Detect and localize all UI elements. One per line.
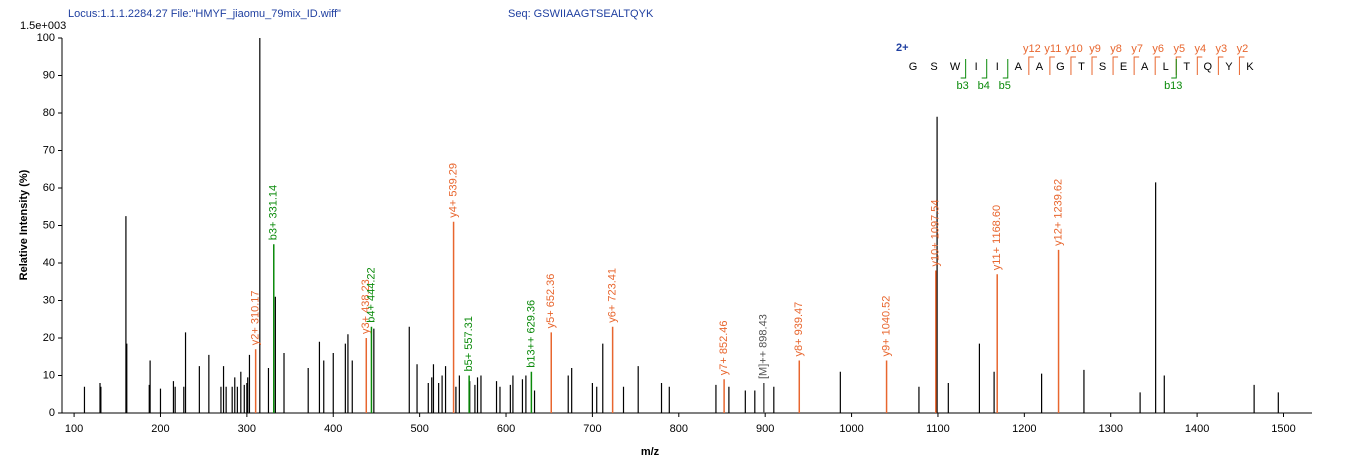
x-tick-label: 1400 [1185,423,1209,435]
y-ion-bracket [1133,56,1140,75]
peak-label: [M]++ 898.43 [758,314,770,379]
peak-label: b4+ 444.22 [365,267,377,322]
y-tick-label: 30 [43,294,55,306]
y-ion-label: y4 [1194,43,1206,55]
y-tick-label: 40 [43,257,55,269]
y-ion-bracket [1175,56,1182,75]
residue: W [950,61,961,73]
y-ion-label: y12 [1023,43,1041,55]
y-ion-label: y8 [1110,43,1122,55]
x-tick-label: 500 [410,423,428,435]
residue: I [996,61,999,73]
y-ion-label: y6 [1152,43,1164,55]
b-ion-bracket [1171,59,1177,79]
x-axis-label: m/z [641,446,660,458]
residue: E [1120,61,1127,73]
y-tick-label: 90 [43,69,55,81]
b-ion-label: b5 [999,80,1011,92]
b-ion-label: b3 [957,80,969,92]
y-tick-label: 70 [43,144,55,156]
chart-title: Locus:1.1.1.2284.27 File:"HMYF_jiaomu_79… [68,8,341,20]
x-tick-label: 1000 [839,423,863,435]
y-tick-label: 20 [43,332,55,344]
x-tick-label: 600 [497,423,515,435]
x-tick-label: 1500 [1271,423,1295,435]
y-ion-bracket [1049,56,1055,75]
residue: G [909,61,918,73]
peak-label: y4+ 539.29 [447,163,459,218]
residue: A [1036,61,1044,73]
y-ion-bracket [1070,56,1076,75]
residue: I [975,61,978,73]
peak-label: b3+ 331.14 [268,185,280,240]
y-ion-label: y7 [1131,43,1143,55]
y-ion-bracket [1196,56,1203,75]
chart-subtitle: Seq: GSWIIAAGTSEALTQYK [508,8,654,20]
peak-label: y5+ 652.36 [545,274,557,329]
residue: K [1246,61,1254,73]
y-tick-label: 50 [43,219,55,231]
y-axis-label: Relative Intensity (%) [18,169,30,280]
peak-label: y9+ 1040.52 [880,296,892,357]
b-ion-bracket [981,59,988,79]
charge-label: 2+ [896,42,909,54]
y-tick-label: 10 [43,369,55,381]
b-ion-label: b4 [978,80,990,92]
y-tick-label: 100 [37,32,55,44]
y-ion-label: y10 [1065,43,1083,55]
residue: Q [1204,61,1213,73]
x-tick-label: 1200 [1012,423,1036,435]
x-tick-label: 1100 [926,423,950,435]
residue: A [1015,61,1023,73]
peak-label: y6+ 723.41 [607,268,619,323]
y-ion-label: y3 [1216,43,1228,55]
b-ion-label: b13 [1164,80,1182,92]
x-tick-label: 900 [756,423,774,435]
b-ion-bracket [960,59,967,79]
peak-label: b5+ 557.31 [463,316,475,371]
peak-label: y8+ 939.47 [793,302,805,357]
x-tick-label: 200 [151,423,169,435]
y-ion-label: y11 [1044,43,1061,55]
b-ion-bracket [1002,59,1009,79]
y-ion-label: y9 [1089,43,1101,55]
y-tick-label: 60 [43,182,55,194]
x-tick-label: 700 [583,423,601,435]
residue: L [1163,61,1169,73]
peak-label: y3+ 438.23 [360,279,372,334]
peak-label: y7+ 852.46 [718,321,730,376]
y-tick-label: 0 [49,407,55,419]
x-tick-label: 100 [65,423,83,435]
x-tick-label: 1300 [1098,423,1122,435]
residue: S [1099,61,1106,73]
x-tick-label: 800 [670,423,688,435]
y-scale-label: 1.5e+003 [20,20,66,32]
peak-label: b13++ 629.36 [525,300,537,368]
residue: A [1141,61,1149,73]
peak-label: y2+ 310.17 [250,291,262,346]
y-ion-bracket [1091,56,1098,75]
peak-label: y11+ 1168.60 [991,205,1003,270]
residue: Y [1225,61,1233,73]
y-tick-label: 80 [43,107,55,119]
x-tick-label: 400 [324,423,342,435]
residue: S [930,61,937,73]
residue: G [1056,61,1065,73]
y-ion-label: y5 [1173,43,1185,55]
peak-label: y12+ 1239.62 [1052,179,1064,246]
y-ion-label: y2 [1237,43,1249,55]
x-tick-label: 300 [238,423,256,435]
residue: T [1078,61,1085,73]
peak-label: y10+ 1097.54 [930,200,942,267]
y-ion-bracket [1154,56,1161,75]
y-ion-bracket [1238,56,1245,75]
y-ion-bracket [1217,56,1224,75]
y-ion-bracket [1112,56,1119,75]
y-ion-bracket [1028,56,1034,75]
residue: T [1183,61,1190,73]
